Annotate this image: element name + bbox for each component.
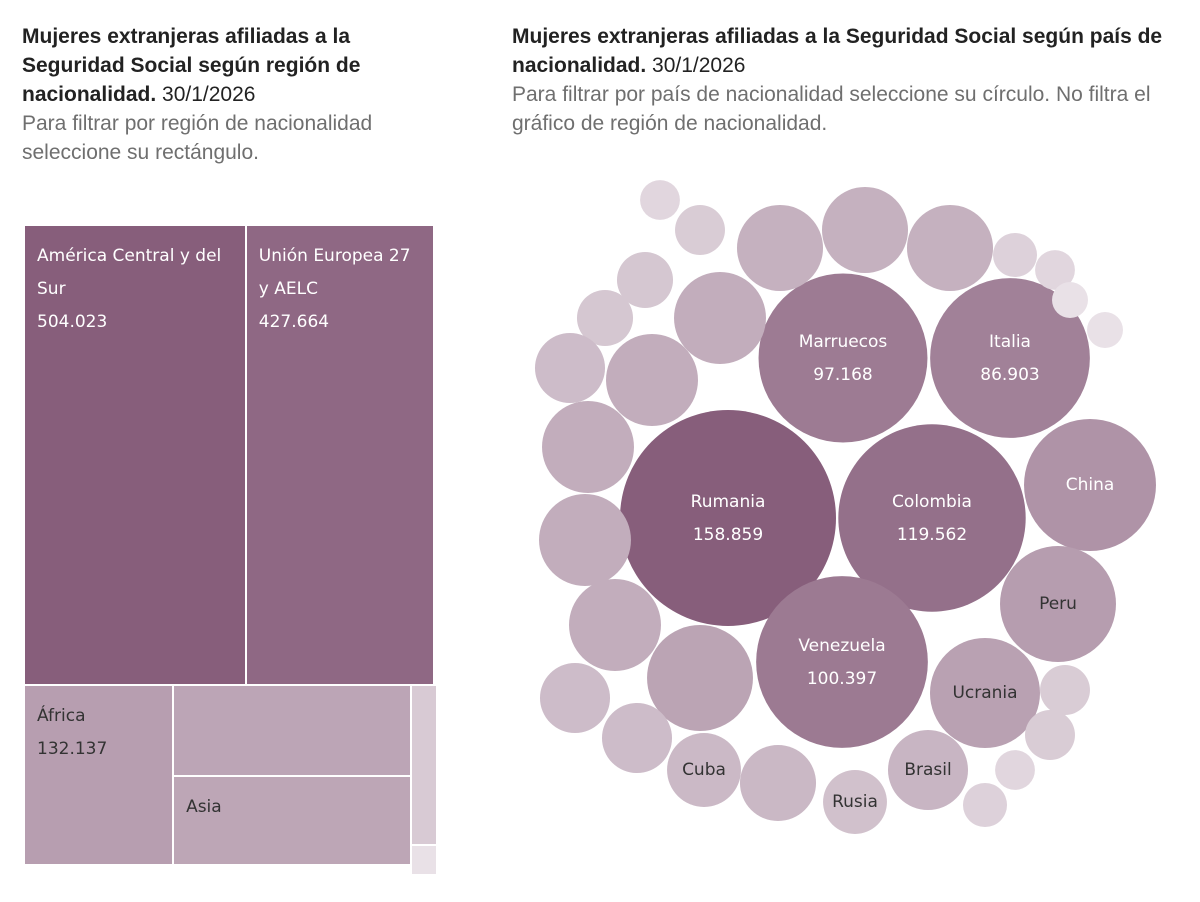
cell-value: 427.664 (258, 312, 330, 332)
bubble[interactable] (640, 180, 680, 220)
bubble[interactable] (539, 662, 611, 734)
bubble[interactable] (962, 782, 1008, 828)
bubble[interactable] (1087, 312, 1123, 348)
cell-value: 504.023 (37, 312, 108, 332)
bubble[interactable] (756, 576, 928, 748)
bubble[interactable] (606, 334, 698, 426)
bubble[interactable] (821, 186, 909, 274)
bubble[interactable] (992, 232, 1038, 278)
bubble[interactable] (929, 637, 1041, 749)
title: Mujeres extranjeras afiliadas a la Segur… (512, 25, 1163, 77)
bubble[interactable] (576, 289, 634, 347)
bubble-label: Marruecos (799, 332, 888, 352)
bubble[interactable] (1035, 250, 1075, 290)
treemap-cell[interactable]: África 132.137 (24, 685, 174, 865)
bubble-value: 97.168 (813, 365, 872, 385)
treemap-cell[interactable] (411, 685, 438, 845)
bubble-value: 100.397 (807, 669, 877, 689)
bubble[interactable] (930, 278, 1090, 438)
date: 30/1/2026 (162, 83, 256, 106)
bubble[interactable] (647, 625, 753, 731)
bubble[interactable] (1024, 419, 1156, 551)
cell-label: Unión Europea 27 y AELC (258, 246, 411, 299)
right-header: Mujeres extranjeras afiliadas a la Segur… (512, 22, 1172, 138)
treemap-cell[interactable]: Asia (173, 775, 412, 865)
bubble-label: Ucrania (952, 683, 1017, 703)
treemap: América Central y del Sur 504.023 Unión Eu… (24, 225, 438, 875)
bubble[interactable] (616, 251, 674, 309)
subtitle: Para filtrar por país de nacionalidad se… (512, 83, 1151, 135)
bubble[interactable] (906, 204, 994, 292)
bubble[interactable] (620, 410, 836, 626)
bubble[interactable] (675, 205, 725, 255)
bubble[interactable] (601, 702, 673, 774)
bubble-label: China (1066, 475, 1115, 495)
bubble-label: Peru (1039, 594, 1077, 614)
bubble-label: Rumania (691, 492, 766, 512)
bubble[interactable] (995, 750, 1035, 790)
cell-label: África (37, 706, 86, 727)
bubble[interactable] (534, 332, 606, 404)
treemap-cell[interactable]: Unión Europea 27 y AELC 427.664 (245, 225, 434, 686)
cell-label: Asia (186, 796, 222, 817)
bubble-label: Rusia (832, 792, 878, 812)
bubble[interactable] (1040, 665, 1090, 715)
bubble-label: Cuba (682, 760, 726, 780)
bubble[interactable] (569, 579, 661, 671)
bubble[interactable] (823, 770, 887, 834)
bubble-value: 158.859 (693, 525, 763, 545)
bubble[interactable] (1052, 282, 1088, 318)
treemap-cell[interactable]: América Central y del Sur 504.023 (24, 225, 246, 686)
bubble-label: Venezuela (798, 636, 885, 656)
bubble-value: 86.903 (980, 365, 1039, 385)
bubble[interactable] (667, 733, 741, 807)
bubble[interactable] (887, 729, 969, 811)
cell-label: América Central y del Sur (37, 246, 222, 299)
bubble[interactable] (838, 424, 1026, 612)
bubble[interactable] (736, 204, 824, 292)
bubble[interactable] (758, 273, 928, 443)
bubble[interactable] (539, 494, 631, 586)
bubble[interactable] (739, 744, 817, 822)
bubble-label: Brasil (904, 760, 951, 780)
bubble-chart: Rumania 158.859 Colombia 119.562 Venezuela 10… (534, 180, 1156, 834)
left-header: Mujeres extranjeras afiliadas a la Segur… (22, 22, 442, 167)
date: 30/1/2026 (652, 54, 746, 77)
bubble[interactable] (1025, 710, 1075, 760)
bubble-label: Italia (989, 332, 1031, 352)
treemap-cell[interactable] (411, 844, 438, 875)
bubble-value: 119.562 (897, 525, 967, 545)
bubble[interactable] (542, 401, 634, 493)
bubble-label: Colombia (892, 492, 972, 512)
bubble[interactable] (674, 272, 766, 364)
title: Mujeres extranjeras afiliadas a la Segur… (22, 25, 361, 106)
subtitle: Para filtrar por región de nacionalidad … (22, 112, 373, 164)
treemap-cell[interactable] (173, 685, 412, 776)
cell-value: 132.137 (37, 739, 108, 760)
bubble[interactable] (1000, 546, 1116, 662)
